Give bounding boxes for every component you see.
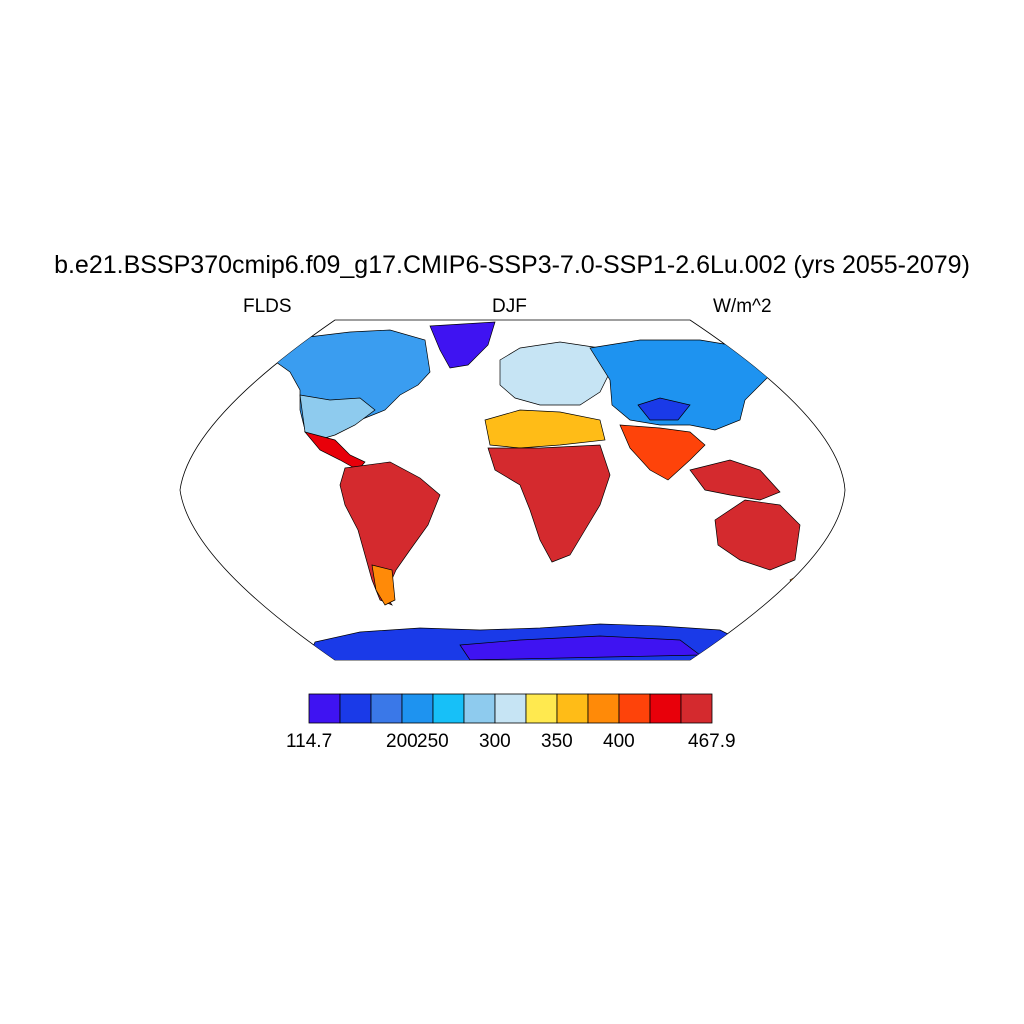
colorbar-tick-label: 467.9 [688,731,736,752]
colorbar-box [401,693,434,724]
south-america-tip [371,564,396,606]
colorbar-box [587,693,620,724]
colorbar [308,693,713,724]
africa-north [484,409,606,449]
asia-region [589,339,771,431]
plot-title: b.e21.BSSP370cmip6.f09_g17.CMIP6-SSP3-7.… [54,251,970,279]
variable-label: FLDS [243,296,292,317]
colorbar-box [494,693,527,724]
colorbar-box [308,693,341,724]
colorbar-tick-label: 350 [541,731,573,752]
colorbar-box [618,693,651,724]
colorbar-tick-label: 300 [479,731,511,752]
colorbar-box [463,693,496,724]
europe-region [499,341,611,406]
colorbar-box [556,693,589,724]
colorbar-box [432,693,465,724]
colorbar-tick-label: 250 [417,731,449,752]
colorbar-box [339,693,372,724]
southeast-asia-region [689,459,781,501]
greenland-region [429,321,496,369]
season-label: DJF [492,296,527,317]
colorbar-box [525,693,558,724]
colorbar-tick-label: 114.7 [286,731,333,752]
antarctica-interior [459,635,702,660]
colorbar-tick-label: 400 [603,731,635,752]
units-label: W/m^2 [713,296,772,317]
australia-region [714,499,801,571]
asia-cold-core [637,397,691,421]
colorbar-box [370,693,403,724]
colorbar-tick-label: 200 [386,731,418,752]
colorbar-box [680,693,713,724]
africa-region [487,444,611,563]
south-asia-region [619,424,706,481]
colorbar-box [649,693,682,724]
